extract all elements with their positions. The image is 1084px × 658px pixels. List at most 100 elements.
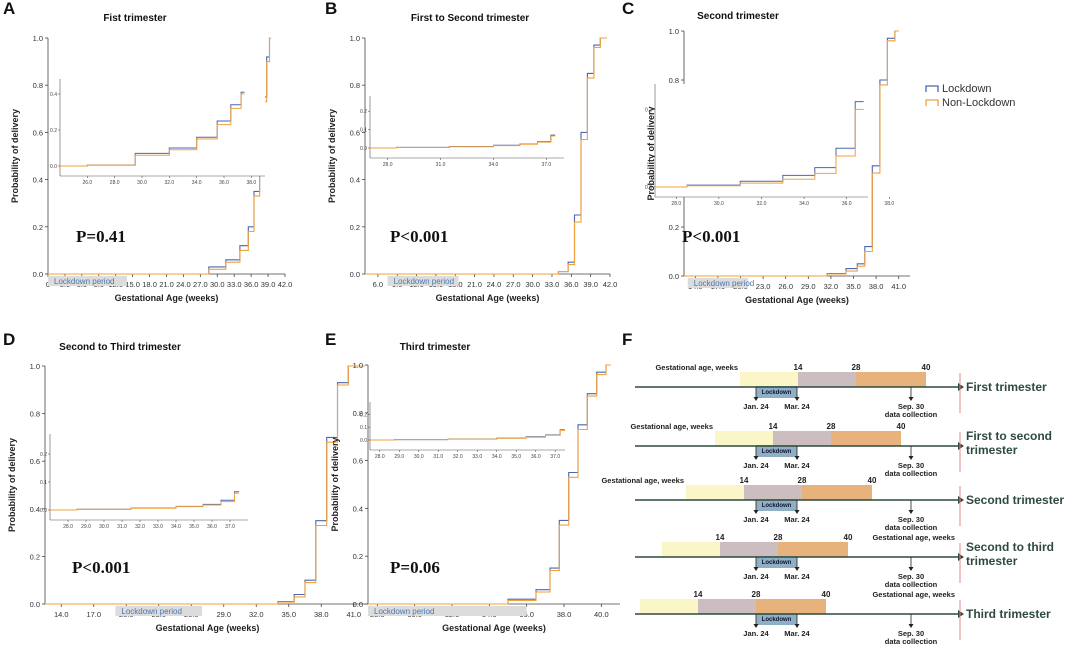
inset-x-tick-label: 32.0 xyxy=(135,524,145,530)
inset: 0.0 0.2 28.0 30.0 32.0 34.0 36.0 38.0 xyxy=(645,84,894,207)
inset: 0.0 0.1 0.2 28.0 29.0 30.0 31.0 32.0 33.0 34.0 35.… xyxy=(40,434,248,530)
legend-lockdown-label: Lockdown xyxy=(942,83,992,95)
ga-segment xyxy=(698,599,756,614)
ga-segment xyxy=(715,431,773,446)
ga-tick-label: 40 xyxy=(822,590,831,599)
inset-x-tick-label: 32.0 xyxy=(453,454,463,460)
inset-x-tick-label: 30.0 xyxy=(714,201,724,207)
inset-y-tick-label: 0.0 xyxy=(360,438,367,444)
ga-segment xyxy=(662,542,720,557)
inset-y-tick-label: 0.0 xyxy=(40,508,47,514)
y-tick-label: 0.0 xyxy=(33,270,43,279)
inset-series-lockdown xyxy=(655,101,864,188)
inset-series-non-lockdown xyxy=(50,492,239,511)
ga-segment xyxy=(778,542,848,557)
series-line-non-lockdown xyxy=(45,365,365,605)
ga-tick-label: 40 xyxy=(868,476,877,485)
x-tick-label: 38.0 xyxy=(314,610,329,619)
inset-x-tick-label: 34.0 xyxy=(192,180,202,186)
timeline-arrow-icon xyxy=(958,383,964,391)
date-marker-arrow-icon xyxy=(794,397,800,401)
ga-segment xyxy=(773,431,831,446)
panel-title: Second trimester xyxy=(697,11,779,22)
date-marker-arrow-icon xyxy=(908,624,914,628)
x-tick-label: 21.0 xyxy=(159,280,174,289)
lockdown-box-label: Lockdown xyxy=(762,390,792,396)
y-tick-label: 0.0 xyxy=(669,272,679,281)
y-tick-label: 0.0 xyxy=(353,600,363,609)
inset-x-tick-label: 28.0 xyxy=(110,180,120,186)
legend-nonlockdown-swatch xyxy=(925,99,939,106)
y-tick-label: 0.8 xyxy=(353,409,363,418)
y-tick-label: 0.4 xyxy=(33,176,43,185)
inset: 0.0 0.1 0.2 28.0 29.0 30.0 31.0 32.0 33.0 34.0 35.… xyxy=(360,402,565,460)
x-tick-label: 23.0 xyxy=(756,282,771,291)
ga-tick-label: 28 xyxy=(752,590,761,599)
inset-y-tick-label: 0.2 xyxy=(40,452,47,458)
x-tick-label: 30.0 xyxy=(525,280,540,289)
inset: 0.0 0.1 0.2 28.0 31.0 34.0 37.0 xyxy=(360,96,564,168)
inset-x-tick-label: 34.0 xyxy=(489,162,499,168)
ga-label: Gestational age, weeks xyxy=(601,476,684,485)
inset-series-non-lockdown xyxy=(370,429,565,441)
ga-segment xyxy=(740,372,798,387)
inset-series-non-lockdown xyxy=(655,108,864,188)
trimester-name: First to second xyxy=(966,429,1052,443)
x-tick-label: 29.0 xyxy=(216,610,231,619)
y-tick-label: 0.6 xyxy=(33,128,43,137)
ga-label: Gestational age, weeks xyxy=(630,422,713,431)
y-axis-label: Probability of delivery xyxy=(330,437,340,531)
inset-x-tick-label: 32.0 xyxy=(757,201,767,207)
inset-bg xyxy=(370,402,565,450)
panel-label: F xyxy=(622,330,632,349)
lockdown-band xyxy=(687,278,749,288)
mar-date: Mar. 24 xyxy=(784,629,810,638)
ga-label: Gestational age, weeks xyxy=(655,363,738,372)
inset-x-tick-label: 38.0 xyxy=(884,201,894,207)
x-tick-label: 14.0 xyxy=(54,610,69,619)
x-tick-label: 30.0 xyxy=(210,280,225,289)
x-tick-label: 15.0 xyxy=(125,280,140,289)
inset-y-tick-label: 0.1 xyxy=(360,128,367,134)
x-axis-label: Gestational Age (weeks) xyxy=(115,293,219,303)
inset-y-tick-label: 0.0 xyxy=(50,164,57,170)
inset-y-tick-label: 0.1 xyxy=(40,480,47,486)
panel-d: D Second to Third trimester0.00.20.40.60.… xyxy=(3,330,370,633)
ga-label: Gestational age, weeks xyxy=(872,590,955,599)
inset-y-tick-label: 0.0 xyxy=(360,146,367,152)
jan-date: Jan. 24 xyxy=(743,461,769,470)
inset-x-tick-label: 28.0 xyxy=(671,201,681,207)
lockdown-band xyxy=(368,606,527,616)
y-axis-label: Probability of delivery xyxy=(327,109,337,203)
ga-tick-label: 14 xyxy=(794,363,803,372)
timeline-arrow-icon xyxy=(958,610,964,618)
y-tick-label: 0.4 xyxy=(350,176,360,185)
legend: Lockdown Non-Lockdown xyxy=(925,83,1015,109)
x-tick-label: 33.0 xyxy=(545,280,560,289)
y-tick-label: 0.8 xyxy=(33,81,43,90)
timeline-row: 14 28 40 Lockdown Jan. 24 Mar. 24 Sep. 30data … xyxy=(635,590,1051,646)
ga-segment xyxy=(756,599,826,614)
x-tick-label: 24.0 xyxy=(487,280,502,289)
x-tick-label: 35.0 xyxy=(281,610,296,619)
y-axis-label: Probability of delivery xyxy=(646,106,656,200)
lockdown-box-label: Lockdown xyxy=(762,449,792,455)
mar-date: Mar. 24 xyxy=(784,572,810,581)
lockdown-box xyxy=(756,386,797,398)
x-axis-label: Gestational Age (weeks) xyxy=(745,295,849,305)
y-tick-label: 0.0 xyxy=(350,270,360,279)
y-tick-label: 1.0 xyxy=(353,361,363,370)
y-tick-label: 0.2 xyxy=(669,223,679,232)
p-value: P=0.06 xyxy=(390,558,440,577)
y-tick-label: 0.0 xyxy=(30,600,40,609)
x-tick-label: 39.0 xyxy=(261,280,276,289)
mar-date: Mar. 24 xyxy=(784,402,810,411)
ga-tick-label: 28 xyxy=(852,363,861,372)
y-tick-label: 0.6 xyxy=(350,128,360,137)
inset-y-tick-label: 0.0 xyxy=(645,185,652,191)
x-tick-label: 18.0 xyxy=(142,280,157,289)
sep-date: Sep. 30 xyxy=(898,572,924,581)
